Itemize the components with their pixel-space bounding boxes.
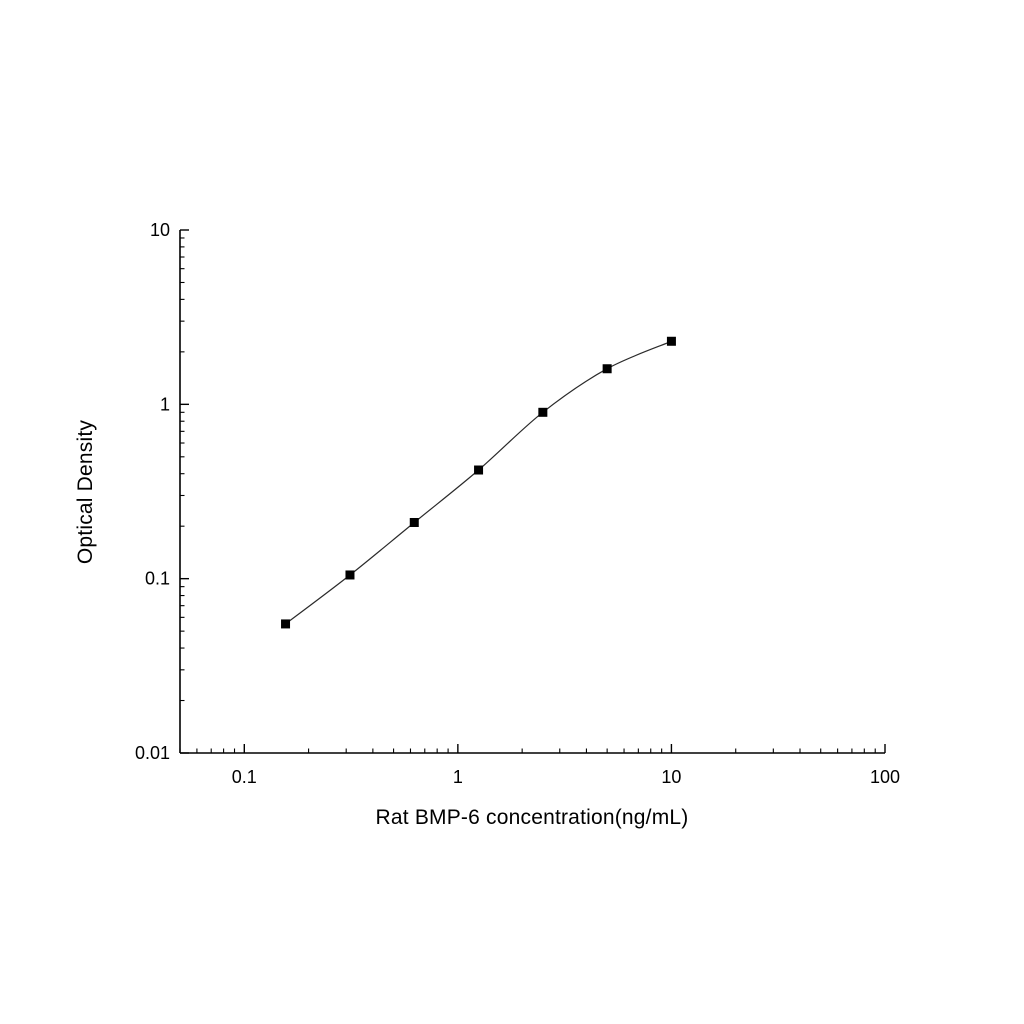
x-tick-label: 10 bbox=[661, 767, 681, 787]
x-tick-label: 0.1 bbox=[232, 767, 257, 787]
data-point-marker bbox=[666, 336, 676, 346]
data-point-marker bbox=[602, 364, 612, 374]
x-axis-title: Rat BMP-6 concentration(ng/mL) bbox=[375, 806, 689, 829]
y-tick-label: 10 bbox=[150, 220, 170, 240]
y-tick-label: 0.1 bbox=[145, 569, 170, 589]
data-point-marker bbox=[409, 517, 419, 527]
y-axis-title: Optical Density bbox=[74, 419, 97, 565]
x-tick-label: 100 bbox=[870, 767, 900, 787]
data-point-marker bbox=[345, 570, 355, 580]
y-tick-label: 1 bbox=[160, 394, 170, 414]
data-point-marker bbox=[281, 619, 291, 629]
data-point-marker bbox=[538, 407, 548, 417]
standard-curve-line bbox=[285, 340, 672, 625]
x-tick-label: 1 bbox=[453, 767, 463, 787]
y-tick-label: 0.01 bbox=[135, 743, 170, 763]
data-point-marker bbox=[474, 465, 484, 475]
